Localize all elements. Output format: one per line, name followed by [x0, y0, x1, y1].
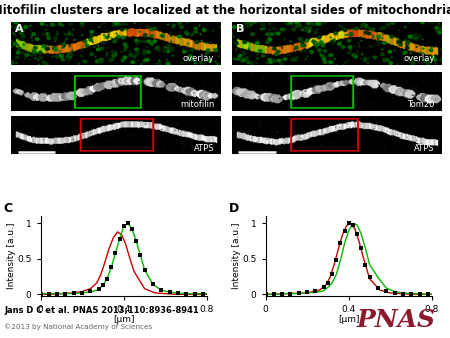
Text: Tom20: Tom20: [407, 100, 435, 108]
Text: ©2013 by National Academy of Sciences: ©2013 by National Academy of Sciences: [4, 323, 153, 330]
Text: overlay: overlay: [183, 54, 214, 63]
Text: overlay: overlay: [403, 54, 435, 63]
X-axis label: [μm]: [μm]: [338, 315, 360, 324]
Y-axis label: Intensity [a.u.]: Intensity [a.u.]: [7, 223, 16, 289]
Text: D: D: [229, 202, 239, 215]
Text: C: C: [4, 202, 13, 215]
Text: A: A: [15, 24, 24, 34]
Text: Jans D C et al. PNAS 2013;110:8936-8941: Jans D C et al. PNAS 2013;110:8936-8941: [4, 306, 199, 315]
Text: Mitofilin clusters are localized at the horizontal sides of mitochondria.: Mitofilin clusters are localized at the …: [0, 4, 450, 18]
Text: ATPS: ATPS: [194, 144, 214, 152]
Text: mitofilin: mitofilin: [180, 100, 214, 108]
Y-axis label: Intensity [a.u.]: Intensity [a.u.]: [232, 223, 241, 289]
Text: ATPS: ATPS: [414, 144, 435, 152]
X-axis label: [μm]: [μm]: [113, 315, 135, 324]
Text: B: B: [236, 24, 244, 34]
Text: PNAS: PNAS: [356, 308, 436, 332]
